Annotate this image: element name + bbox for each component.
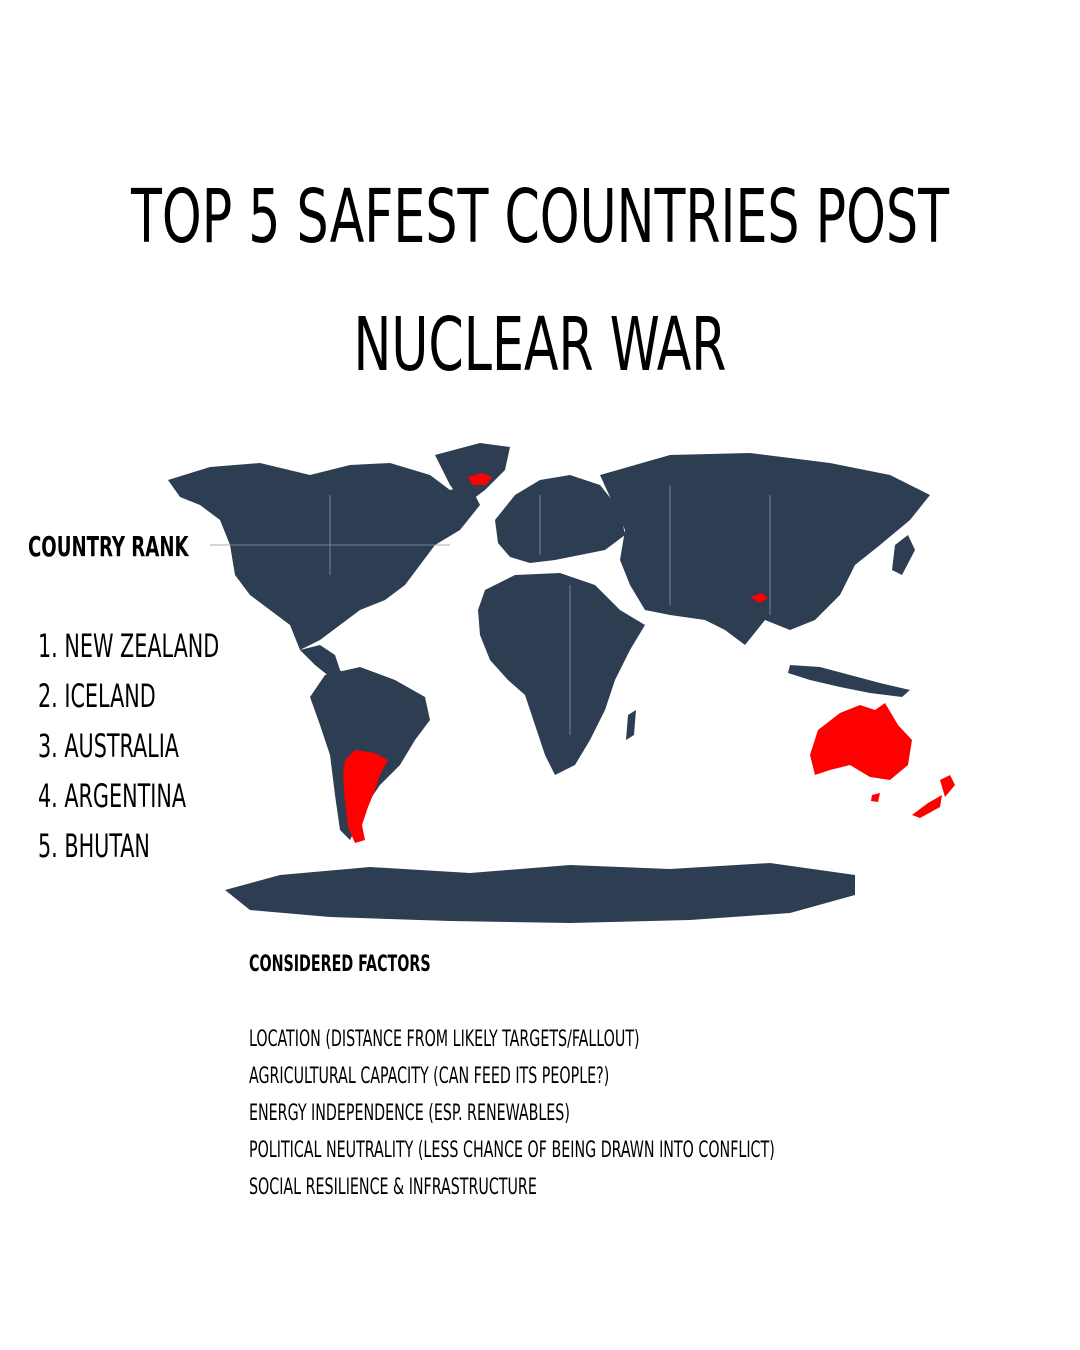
factor-item-agriculture: AGRICULTURAL CAPACITY (CAN FEED ITS PEOP… (249, 1064, 610, 1089)
madagascar-landmass (626, 710, 636, 740)
considered-factors-list: LOCATION (DISTANCE FROM LIKELY TARGETS/F… (249, 1025, 979, 1210)
factor-item-energy: ENERGY INDEPENDENCE (ESP. RENEWABLES) (249, 1101, 570, 1126)
factor-item-neutrality: POLITICAL NEUTRALITY (LESS CHANCE OF BEI… (249, 1138, 775, 1163)
africa-landmass (478, 573, 645, 775)
world-map (150, 435, 1000, 925)
factor-item-resilience: SOCIAL RESILIENCE & INFRASTRUCTURE (249, 1175, 537, 1200)
considered-factors-heading: CONSIDERED FACTORS (249, 952, 431, 977)
argentina-shape (343, 750, 388, 843)
rank-item-2: 2. ICELAND (38, 677, 156, 715)
antarctica-landmass (225, 863, 855, 923)
rank-item-5: 5. BHUTAN (38, 827, 150, 865)
factor-item-location: LOCATION (DISTANCE FROM LIKELY TARGETS/F… (249, 1027, 640, 1052)
bhutan-shape (750, 593, 768, 603)
japan-landmass (892, 535, 915, 575)
country-rank-heading: COUNTRY RANK (28, 530, 189, 563)
tasmania-shape (871, 793, 880, 802)
rank-item-1: 1. NEW ZEALAND (38, 627, 220, 665)
rank-item-3: 3. AUSTRALIA (38, 727, 179, 765)
rank-item-4: 4. ARGENTINA (38, 777, 187, 815)
north-america-landmass (168, 463, 480, 650)
southeast-asia-islands (788, 665, 910, 697)
greenland-landmass (435, 443, 510, 505)
asia-landmass (600, 453, 930, 645)
iceland-shape (468, 473, 492, 485)
australia-shape (810, 703, 912, 780)
europe-landmass (495, 475, 625, 563)
page-title-line-2: NUCLEAR WAR (353, 302, 727, 388)
page-title-line-1: TOP 5 SAFEST COUNTRIES POST (131, 174, 949, 260)
new-zealand-shape (912, 775, 955, 818)
country-rank-list: 1. NEW ZEALAND 2. ICELAND 3. AUSTRALIA 4… (38, 625, 290, 875)
